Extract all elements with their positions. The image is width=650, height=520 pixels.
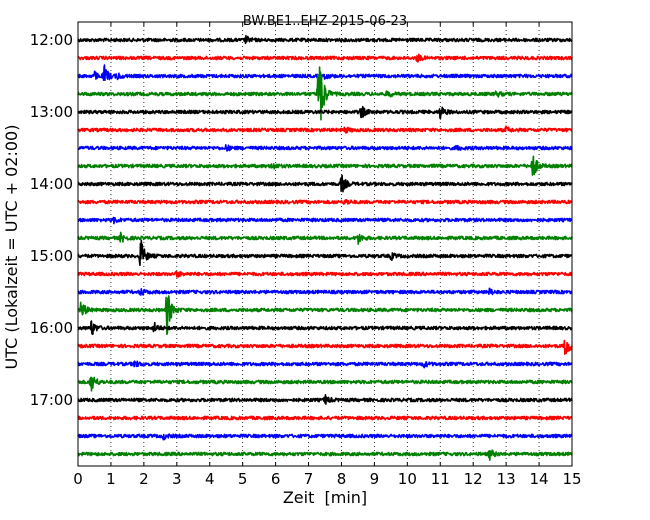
trace-1615: [77, 339, 573, 355]
y-axis-label: UTC (Lokalzeit = UTC + 02:00): [2, 125, 21, 370]
trace-1300: [77, 105, 573, 120]
trace-1745: [77, 449, 573, 461]
x-tick-label-0: 0: [73, 470, 83, 488]
trace-1200: [77, 34, 573, 45]
x-tick-label-7: 7: [304, 470, 314, 488]
trace-1645: [77, 376, 573, 392]
y-tick-label-1: 13:00: [30, 103, 73, 121]
trace-1415: [77, 198, 573, 205]
trace-1345: [77, 155, 573, 176]
x-tick-label-15: 15: [562, 470, 581, 488]
x-tick-label-5: 5: [238, 470, 248, 488]
x-tick-label-11: 11: [431, 470, 450, 488]
trace-1500: [77, 239, 573, 267]
trace-1630: [77, 360, 573, 369]
trace-1215: [77, 53, 573, 63]
trace-1445: [77, 231, 573, 245]
x-axis-label: Zeit [min]: [283, 488, 367, 507]
trace-1400: [77, 174, 573, 193]
x-tick-label-10: 10: [398, 470, 417, 488]
trace-1515: [77, 270, 573, 278]
trace-1245: [77, 66, 573, 121]
y-tick-label-0: 12:00: [30, 31, 73, 49]
x-tick-label-4: 4: [205, 470, 215, 488]
x-tick-label-12: 12: [464, 470, 483, 488]
x-tick-label-8: 8: [337, 470, 347, 488]
trace-1715: [77, 415, 573, 421]
trace-1545: [77, 295, 573, 335]
trace-1530: [77, 287, 573, 296]
x-tick-label-2: 2: [139, 470, 149, 488]
trace-1315: [77, 125, 573, 134]
trace-group: [77, 34, 573, 461]
x-tick-label-13: 13: [497, 470, 516, 488]
trace-1730: [77, 433, 573, 441]
y-tick-label-3: 15:00: [30, 247, 73, 265]
y-tick-label-2: 14:00: [30, 175, 73, 193]
trace-1700: [77, 393, 573, 405]
trace-1330: [77, 144, 573, 152]
x-tick-label-6: 6: [271, 470, 281, 488]
y-tick-label-4: 16:00: [30, 319, 73, 337]
x-tick-label-1: 1: [106, 470, 116, 488]
trace-1230: [77, 64, 573, 82]
y-tick-label-5: 17:00: [30, 391, 73, 409]
trace-1600: [77, 320, 573, 336]
x-tick-label-3: 3: [172, 470, 182, 488]
trace-1430: [77, 216, 573, 225]
tick-group: 0 1 2 3 4 5 6 7 8 9 10 11 12 13 14 1512:0013:0014:0015:…: [30, 22, 582, 488]
x-tick-label-9: 9: [370, 470, 380, 488]
plot-frame: [77, 21, 573, 467]
x-tick-label-14: 14: [530, 470, 549, 488]
